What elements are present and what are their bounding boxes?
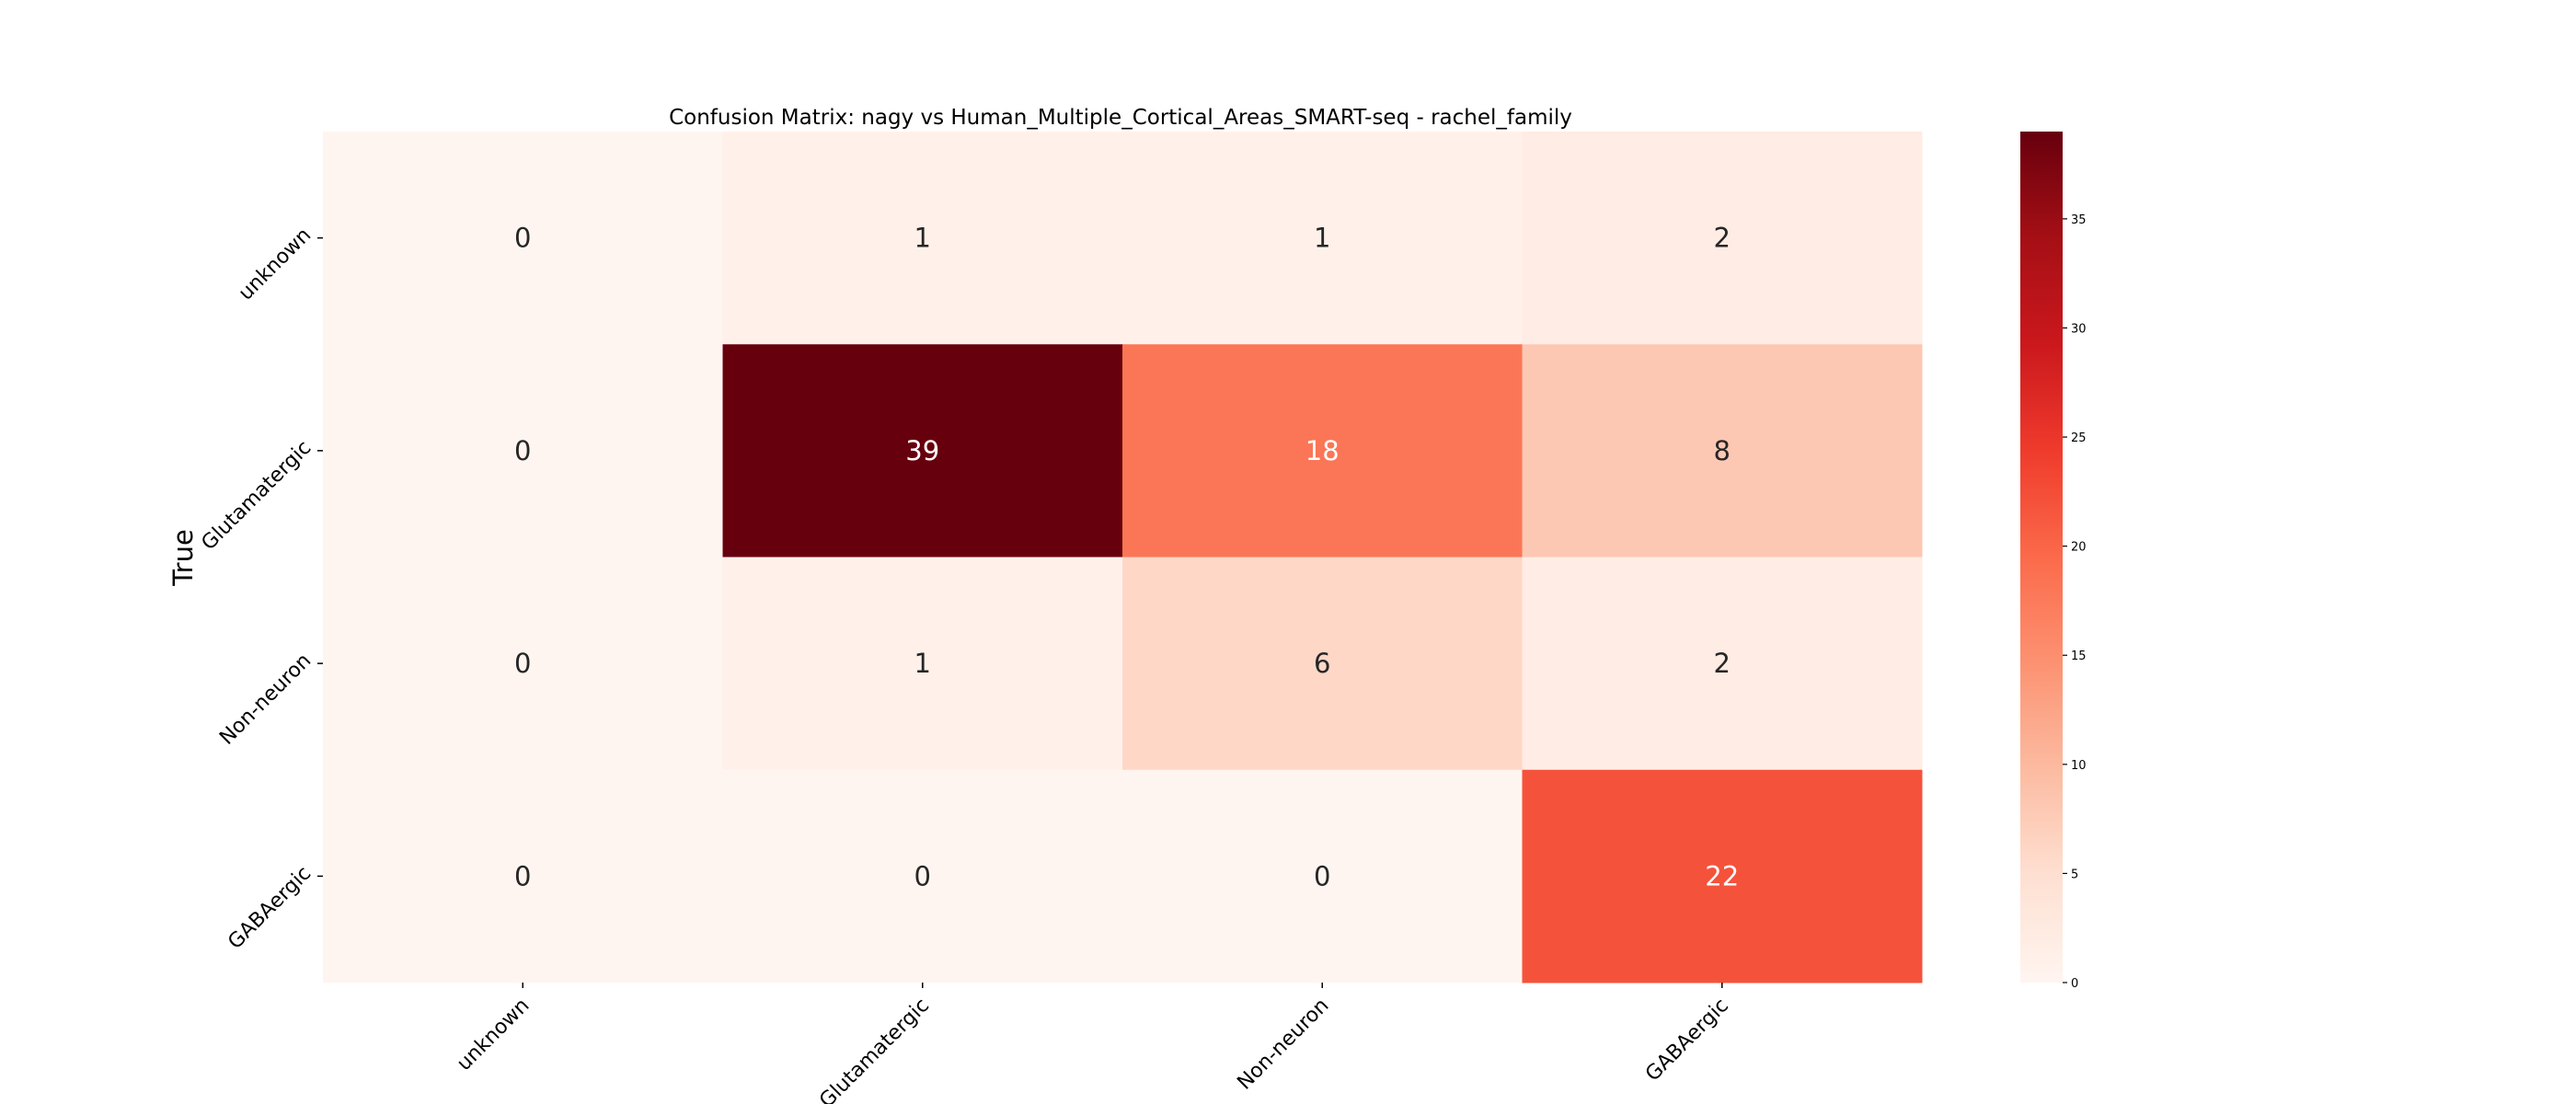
- x-tick-label: Glutamatergic: [815, 995, 934, 1104]
- heatmap-cell: [323, 132, 723, 345]
- heatmap-cell: [1522, 132, 1923, 345]
- y-tick-label: GABAergic: [224, 862, 316, 954]
- colorbar-tick-label: 15: [2071, 650, 2087, 663]
- colorbar-tick-label: 0: [2071, 977, 2078, 991]
- heatmap-cell: [722, 557, 1123, 771]
- colorbar-tick-label: 10: [2071, 759, 2087, 773]
- x-tick-label: unknown: [453, 995, 534, 1075]
- cell-value-label: 39: [905, 435, 939, 466]
- cell-value-label: 18: [1305, 435, 1340, 466]
- cell-value-label: 0: [514, 223, 531, 254]
- heatmap-cell: [722, 769, 1123, 983]
- y-tick-label: Non-neuron: [215, 650, 316, 750]
- colorbar-tick-label: 25: [2071, 431, 2087, 445]
- x-tick-label: Non-neuron: [1233, 995, 1333, 1095]
- heatmap-cell-labels: 0 1 1 20 39 18 80 1 6 20 0 0 22: [514, 223, 1739, 892]
- cell-value-label: 1: [914, 223, 931, 254]
- heatmap-cell: [323, 344, 723, 558]
- cell-value-label: 1: [1314, 223, 1330, 254]
- y-axis-ticks: unknown Glutamatergic Non-neuron GABAergic: [197, 224, 323, 954]
- heatmap-cell: [722, 132, 1123, 345]
- cell-value-label: 8: [1714, 435, 1731, 466]
- heatmap-cell: [1122, 557, 1523, 771]
- y-tick-label: unknown: [235, 224, 316, 305]
- heatmap-cell: [1522, 769, 1923, 983]
- y-axis-label: True: [167, 529, 199, 587]
- colorbar-tick-label: 5: [2071, 868, 2078, 881]
- colorbar-ticks: 0 5 10 15 20 25 30 35: [2063, 213, 2087, 991]
- colorbar-tick-label: 30: [2071, 322, 2087, 336]
- colorbar-tick-label: 20: [2071, 541, 2087, 555]
- colorbar-tick-label: 35: [2071, 213, 2087, 227]
- heatmap-cell: [1122, 769, 1523, 983]
- x-axis-ticks: unknown Glutamatergic Non-neuron GABAergic: [453, 983, 1733, 1104]
- y-tick-label: Glutamatergic: [197, 436, 316, 555]
- cell-value-label: 0: [914, 860, 931, 891]
- cell-value-label: 0: [514, 860, 531, 891]
- cell-value-label: 6: [1314, 648, 1330, 679]
- heatmap-cell: [722, 344, 1123, 558]
- heatmap-cells: [323, 132, 1923, 983]
- cell-value-label: 0: [514, 648, 531, 679]
- cell-value-label: 0: [514, 435, 531, 466]
- cell-value-label: 1: [914, 648, 931, 679]
- heatmap-cell: [1522, 344, 1923, 558]
- heatmap-cell: [1122, 132, 1523, 345]
- x-tick-label: GABAergic: [1641, 995, 1733, 1087]
- cell-value-label: 22: [1705, 860, 1739, 891]
- heatmap-cell: [323, 769, 723, 983]
- cell-value-label: 2: [1714, 648, 1731, 679]
- heatmap-cell: [1522, 557, 1923, 771]
- cell-value-label: 0: [1314, 860, 1330, 891]
- cell-value-label: 2: [1714, 223, 1731, 254]
- heatmap-cell: [1122, 344, 1523, 558]
- chart-title: Confusion Matrix: nagy vs Human_Multiple…: [669, 106, 1572, 130]
- heatmap-cell: [323, 557, 723, 771]
- colorbar: [2020, 132, 2063, 983]
